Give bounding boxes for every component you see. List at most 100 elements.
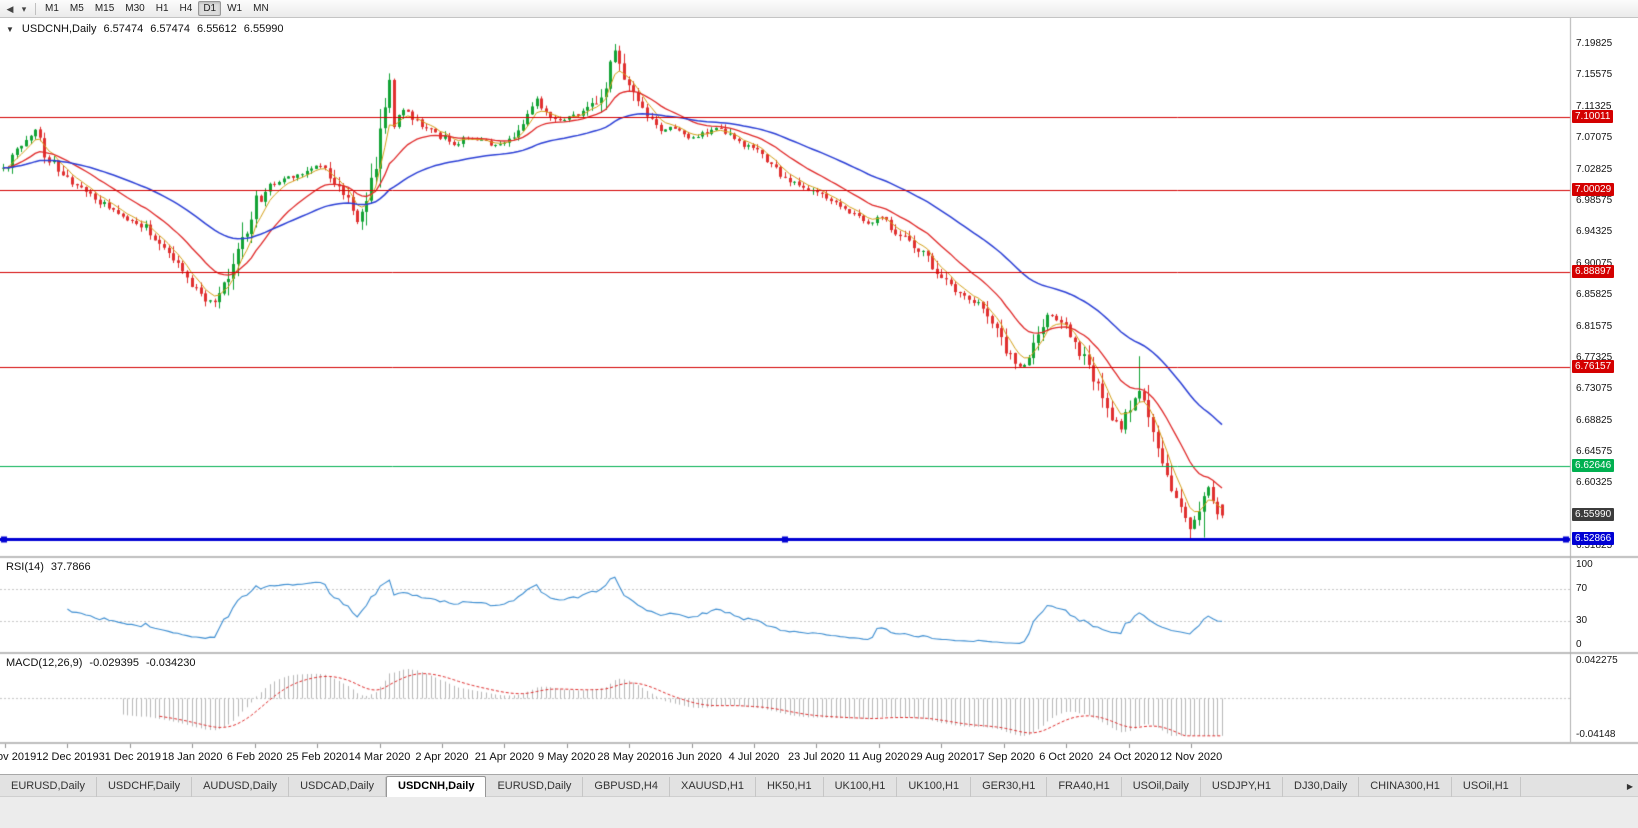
chart-canvas[interactable] xyxy=(0,18,1638,774)
chart-tab-eurusd-daily-5[interactable]: EURUSD,Daily xyxy=(486,777,584,797)
price-scale[interactable]: 7.19825 7.15575 7.11325 7.07075 7.02825 6.985… xyxy=(1571,18,1638,774)
price-axis-tick: 6.51825 xyxy=(1576,540,1613,552)
price-axis-tick: 7.07075 xyxy=(1576,132,1613,144)
rsi-axis-tick: 0 xyxy=(1576,639,1582,650)
ohlc-open: 6.57474 xyxy=(103,23,144,35)
date-axis-label: 24 Oct 2020 xyxy=(1098,751,1159,763)
chart-tab-dj30-daily-15[interactable]: DJ30,Daily xyxy=(1283,777,1360,797)
price-axis-tick: 7.02825 xyxy=(1576,163,1613,175)
ohlc-close: 6.55990 xyxy=(243,23,284,35)
price-axis-tick: 6.73075 xyxy=(1576,383,1613,395)
rsi-axis-tick: 30 xyxy=(1576,615,1588,626)
chart-tab-usdjpy-h1-14[interactable]: USDJPY,H1 xyxy=(1201,777,1284,797)
macd-indicator-label: MACD(12,26,9) -0.029395 -0.034230 xyxy=(6,657,196,669)
price-axis-tick: 6.94325 xyxy=(1576,226,1613,238)
price-axis-tick: 6.90075 xyxy=(1576,257,1613,269)
hline-price-tag: 6.52866 xyxy=(1572,531,1615,545)
price-axis-tick: 6.85825 xyxy=(1576,289,1613,301)
price-axis-tick: 6.68825 xyxy=(1576,414,1613,426)
chart-ohlc-label: ▼ USDCNH,Daily 6.57474 6.57474 6.55612 6… xyxy=(6,23,284,37)
price-axis-tick: 6.81575 xyxy=(1576,320,1613,332)
date-axis-label: 11 Aug 2020 xyxy=(848,751,910,763)
chart-tab-usdcnh-daily-4[interactable]: USDCNH,Daily xyxy=(386,776,487,797)
current-price-tag: 6.55990 xyxy=(1572,508,1615,522)
chart-tab-usoil-daily-13[interactable]: USOil,Daily xyxy=(1122,777,1201,797)
timeframe-button-group: M1 M5 M15 M30 H1 H4 D1 W1 MN xyxy=(40,1,274,16)
date-axis-label: 16 Jun 2020 xyxy=(661,751,722,763)
date-axis-label: 6 Feb 2020 xyxy=(226,751,283,763)
date-axis-label: 4 Jul 2020 xyxy=(728,751,780,763)
rsi-indicator-label: RSI(14) 37.7866 xyxy=(6,561,91,573)
timeframe-button-m5[interactable]: M5 xyxy=(69,3,84,14)
price-axis-tick: 6.60325 xyxy=(1576,477,1613,489)
ohlc-low: 6.55612 xyxy=(197,23,237,35)
price-axis-tick: 6.77325 xyxy=(1576,351,1613,363)
macd-axis-tick: 0.042275 xyxy=(1576,655,1618,667)
chart-tab-usoil-h1-17[interactable]: USOil,H1 xyxy=(1452,777,1521,797)
toolbar-back-icon[interactable]: ◀ xyxy=(6,3,14,14)
status-bar xyxy=(0,796,1638,828)
chart-symbol-label: USDCNH,Daily xyxy=(21,23,97,35)
date-axis-label: 6 Oct 2020 xyxy=(1039,751,1094,763)
chart-tab-usdchf-daily-1[interactable]: USDCHF,Daily xyxy=(97,777,193,797)
date-axis-label: 14 Mar 2020 xyxy=(348,751,411,763)
price-axis-tick: 7.11325 xyxy=(1576,100,1612,112)
chart-tab-china300-h1-16[interactable]: CHINA300,H1 xyxy=(1359,777,1452,797)
ohlc-high: 6.57474 xyxy=(150,23,191,35)
chart-tab-fra40-h1-12[interactable]: FRA40,H1 xyxy=(1047,777,1122,797)
timeframe-button-h4[interactable]: H4 xyxy=(179,3,193,14)
timeframe-button-m1[interactable]: M1 xyxy=(45,3,59,14)
price-axis-tick: 6.98575 xyxy=(1576,194,1613,206)
date-axis-label: 18 Jan 2020 xyxy=(161,751,223,763)
date-axis-label: 28 May 2020 xyxy=(597,751,662,763)
timeframe-button-mn[interactable]: MN xyxy=(253,3,269,14)
price-axis-tick: 7.19825 xyxy=(1576,38,1613,50)
toolbar-separator xyxy=(35,2,36,15)
chart-tab-eurusd-daily-0[interactable]: EURUSD,Daily xyxy=(0,777,97,797)
hline-price-tag: 6.62646 xyxy=(1572,459,1615,473)
rsi-axis-tick: 70 xyxy=(1576,583,1588,594)
chart-tab-bar: EURUSD,Daily USDCHF,Daily AUDUSD,Daily USDC… xyxy=(0,774,1638,797)
timeframe-button-h1[interactable]: H1 xyxy=(155,3,169,14)
collapse-arrow-icon[interactable]: ▼ xyxy=(6,25,14,34)
timeframe-button-m15[interactable]: M15 xyxy=(94,3,115,14)
chart-tab-hk50-h1-8[interactable]: HK50,H1 xyxy=(756,777,824,797)
macd-name: MACD(12,26,9) xyxy=(6,657,83,669)
date-axis-label: 25 Feb 2020 xyxy=(286,751,348,763)
chart-tabs: EURUSD,Daily USDCHF,Daily AUDUSD,Daily USDC… xyxy=(0,775,1638,797)
price-axis-tick: 7.15575 xyxy=(1576,69,1613,81)
rsi-axis-tick: 100 xyxy=(1576,559,1593,570)
timeframe-toolbar: ◀ ▾ M1 M5 M15 M30 H1 H4 D1 W1 MN xyxy=(0,0,1638,18)
timeframe-button-w1[interactable]: W1 xyxy=(227,3,243,14)
date-axis-label: 12 Nov 2020 xyxy=(1159,751,1223,763)
chart-tab-uk100-h1-9[interactable]: UK100,H1 xyxy=(824,777,898,797)
chart-tab-ger30-h1-11[interactable]: GER30,H1 xyxy=(971,777,1048,797)
date-axis-label: 17 Sep 2020 xyxy=(972,751,1035,763)
rsi-name: RSI(14) xyxy=(6,561,44,573)
timeframe-button-m30[interactable]: M30 xyxy=(125,3,145,14)
hline-price-tag: 7.00029 xyxy=(1572,183,1615,197)
hline-price-tag: 6.88897 xyxy=(1572,265,1615,279)
date-axis-label: 12 Dec 2019 xyxy=(36,751,99,763)
tab-scroll-right-icon[interactable]: ▶ xyxy=(1623,779,1637,794)
date-axis-label: 23 Nov 2019 xyxy=(0,751,37,763)
price-axis-tick: 6.64575 xyxy=(1576,446,1613,458)
chart-tab-audusd-daily-2[interactable]: AUDUSD,Daily xyxy=(192,777,290,797)
rsi-value: 37.7866 xyxy=(50,561,91,573)
date-axis-label: 21 Apr 2020 xyxy=(474,751,535,763)
chart-tab-usdcad-daily-3[interactable]: USDCAD,Daily xyxy=(289,777,387,797)
chart-window: ▼ USDCNH,Daily 6.57474 6.57474 6.55612 6… xyxy=(0,18,1638,774)
macd-axis-tick: -0.04148 xyxy=(1576,728,1616,740)
toolbar-dropdown-caret-icon[interactable]: ▾ xyxy=(21,3,27,14)
chart-tab-xauusd-h1-7[interactable]: XAUUSD,H1 xyxy=(670,777,756,797)
date-axis-label: 31 Dec 2019 xyxy=(98,751,162,763)
macd-main-value: -0.029395 xyxy=(89,657,139,669)
chart-tab-gbpusd-h4-6[interactable]: GBPUSD,H4 xyxy=(583,777,670,797)
date-axis-label: 23 Jul 2020 xyxy=(788,751,845,763)
timeframe-button-d1[interactable]: D1 xyxy=(198,1,222,16)
chart-tab-uk100-h1-10[interactable]: UK100,H1 xyxy=(897,777,972,797)
date-axis-label: 2 Apr 2020 xyxy=(415,751,469,763)
macd-signal-value: -0.034230 xyxy=(145,657,196,669)
